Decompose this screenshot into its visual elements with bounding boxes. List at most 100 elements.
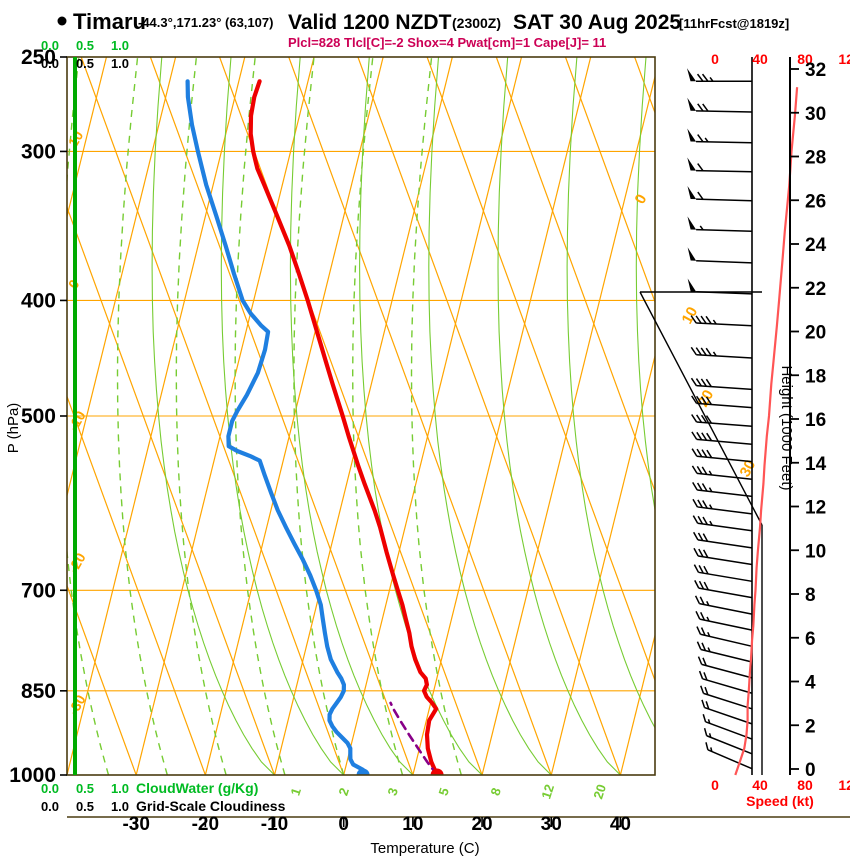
speed-tick-bottom: 0 bbox=[711, 777, 719, 793]
speed-scale: 0040408080120120Speed (kt) bbox=[711, 51, 850, 809]
pressure-tick-label: 700 bbox=[21, 579, 56, 602]
station-name: Timaru bbox=[73, 9, 146, 34]
cloudwater-tick-bottom: 0.0 bbox=[41, 781, 59, 796]
wind-barb bbox=[695, 611, 753, 631]
sounding-parameters: Plcl=828 Tlcl[C]=-2 Shox=4 Pwat[cm]=1 Ca… bbox=[288, 35, 606, 50]
wind-barb bbox=[687, 185, 753, 202]
speed-tick-top: 80 bbox=[797, 51, 813, 67]
bottom-scales: 0.0 0.0 0.5 0.5 1.0 1.0 CloudWater (g/Kg) Grid-… bbox=[41, 780, 286, 814]
curve-parcel bbox=[389, 701, 439, 775]
temperature-tick-label: 40 bbox=[610, 814, 631, 835]
height-tick-label: 0 bbox=[805, 760, 816, 781]
height-axis-label: Height (1000 Feet) bbox=[778, 365, 795, 490]
mixing-ratio-label: 20 bbox=[590, 782, 609, 800]
wind-barb bbox=[687, 216, 753, 233]
height-tick-label: 30 bbox=[805, 104, 826, 125]
height-tick-label: 2 bbox=[805, 716, 816, 737]
pressure-tick-label: 1000 bbox=[9, 764, 56, 787]
wind-barb bbox=[690, 315, 753, 327]
cloudiness-tick-bottom: 1.0 bbox=[111, 799, 129, 814]
wind-barb bbox=[694, 595, 753, 615]
cloudiness-tick-top: 1.0 bbox=[111, 56, 129, 71]
svg-text:5: 5 bbox=[435, 786, 452, 798]
wind-barb bbox=[691, 431, 753, 445]
height-tick-label: 28 bbox=[805, 148, 826, 169]
height-tick-label: 8 bbox=[805, 585, 816, 606]
valid-time-z: (2300Z) bbox=[452, 15, 501, 31]
height-tick-label: 14 bbox=[805, 454, 827, 475]
mixing-ratio-label: 12 bbox=[538, 782, 557, 800]
speed-tick-bottom: 80 bbox=[797, 777, 813, 793]
mixing-ratio-label: 3 bbox=[384, 786, 401, 798]
temperature-tick-label: 10 bbox=[402, 814, 423, 835]
svg-text:1: 1 bbox=[287, 786, 304, 798]
cloudwater-axis-label: CloudWater (g/Kg) bbox=[136, 780, 258, 796]
cloudwater-tick-top: 0.5 bbox=[76, 38, 94, 53]
temperature-tick-label: -10 bbox=[261, 814, 288, 835]
wind-barb bbox=[692, 515, 753, 532]
wind-barb bbox=[693, 547, 753, 566]
curve-temperature bbox=[248, 79, 440, 775]
svg-text:20: 20 bbox=[590, 782, 609, 800]
cloudiness-tick-bottom: 0.0 bbox=[41, 799, 59, 814]
mixing-ratio-label: 1 bbox=[287, 786, 304, 798]
wind-barb-column bbox=[687, 57, 753, 775]
wind-col-guide bbox=[639, 291, 763, 526]
pressure-tick-label: 300 bbox=[21, 140, 56, 163]
cloudiness-tick-top: 0.5 bbox=[76, 56, 94, 71]
speed-tick-bottom: 40 bbox=[752, 777, 768, 793]
height-tick-label: 18 bbox=[805, 366, 826, 387]
wind-barb bbox=[701, 699, 753, 725]
temperature-axis-label: Temperature (C) bbox=[370, 840, 479, 857]
wind-barb bbox=[696, 641, 753, 663]
cloudwater-scale: 0.0 0.0 0.5 0.5 1.0 1.0 bbox=[41, 38, 129, 71]
cloudiness-tick-top: 0.0 bbox=[41, 56, 59, 71]
svg-text:8: 8 bbox=[487, 786, 504, 798]
cloudwater-tick-bottom: 0.5 bbox=[76, 781, 94, 796]
cloudiness-axis-label: Grid-Scale Cloudiness bbox=[136, 798, 286, 814]
moist-adiabat-label: 0 bbox=[632, 192, 651, 207]
pressure-tick-label: 250 bbox=[21, 46, 56, 69]
wind-barb bbox=[687, 97, 753, 113]
wind-barb bbox=[691, 414, 753, 428]
wind-barb bbox=[702, 714, 753, 740]
speed-tick-bottom: 120 bbox=[838, 777, 850, 793]
speed-tick-top: 120 bbox=[838, 51, 850, 67]
surface-dewpoint bbox=[356, 768, 370, 775]
wind-barb bbox=[692, 531, 753, 549]
wind-barb bbox=[692, 482, 753, 498]
height-tick-label: 22 bbox=[805, 279, 826, 300]
temperature-tick-label: 20 bbox=[471, 814, 492, 835]
height-tick-label: 10 bbox=[805, 541, 826, 562]
curve-dewpoint bbox=[185, 79, 366, 775]
pressure-tick-label: 500 bbox=[21, 405, 56, 428]
temperature-tick-label: 0 bbox=[338, 814, 349, 835]
wind-barb bbox=[691, 448, 753, 463]
svg-text:2: 2 bbox=[335, 786, 352, 798]
wind-barb bbox=[687, 247, 753, 264]
wind-barb bbox=[693, 564, 753, 583]
wind-barb bbox=[687, 128, 753, 144]
wind-barb bbox=[697, 656, 753, 679]
svg-text:12: 12 bbox=[538, 782, 557, 800]
cloudiness-tick-bottom: 0.5 bbox=[76, 799, 94, 814]
wind-barb bbox=[694, 580, 753, 599]
temperature-tick-label: -20 bbox=[192, 814, 219, 835]
cloudwater-tick-bottom: 1.0 bbox=[111, 781, 129, 796]
pressure-axis-label: P (hPa) bbox=[5, 403, 22, 454]
height-tick-label: 32 bbox=[805, 60, 826, 81]
height-tick-label: 16 bbox=[805, 410, 826, 431]
surface-temperature bbox=[430, 768, 444, 775]
svg-text:3: 3 bbox=[384, 786, 401, 798]
speed-tick-top: 0 bbox=[711, 51, 719, 67]
station-marker-icon bbox=[57, 16, 67, 26]
moist-adiabat-label: 30 bbox=[737, 457, 760, 480]
wind-barb bbox=[690, 377, 753, 391]
wind-barb bbox=[700, 685, 753, 710]
header: Timaru-44.3°,171.23° (63,107) Valid 1200 … bbox=[57, 9, 789, 50]
height-tick-label: 24 bbox=[805, 235, 827, 256]
pressure-tick-label: 850 bbox=[21, 680, 56, 703]
height-tick-label: 26 bbox=[805, 191, 826, 212]
